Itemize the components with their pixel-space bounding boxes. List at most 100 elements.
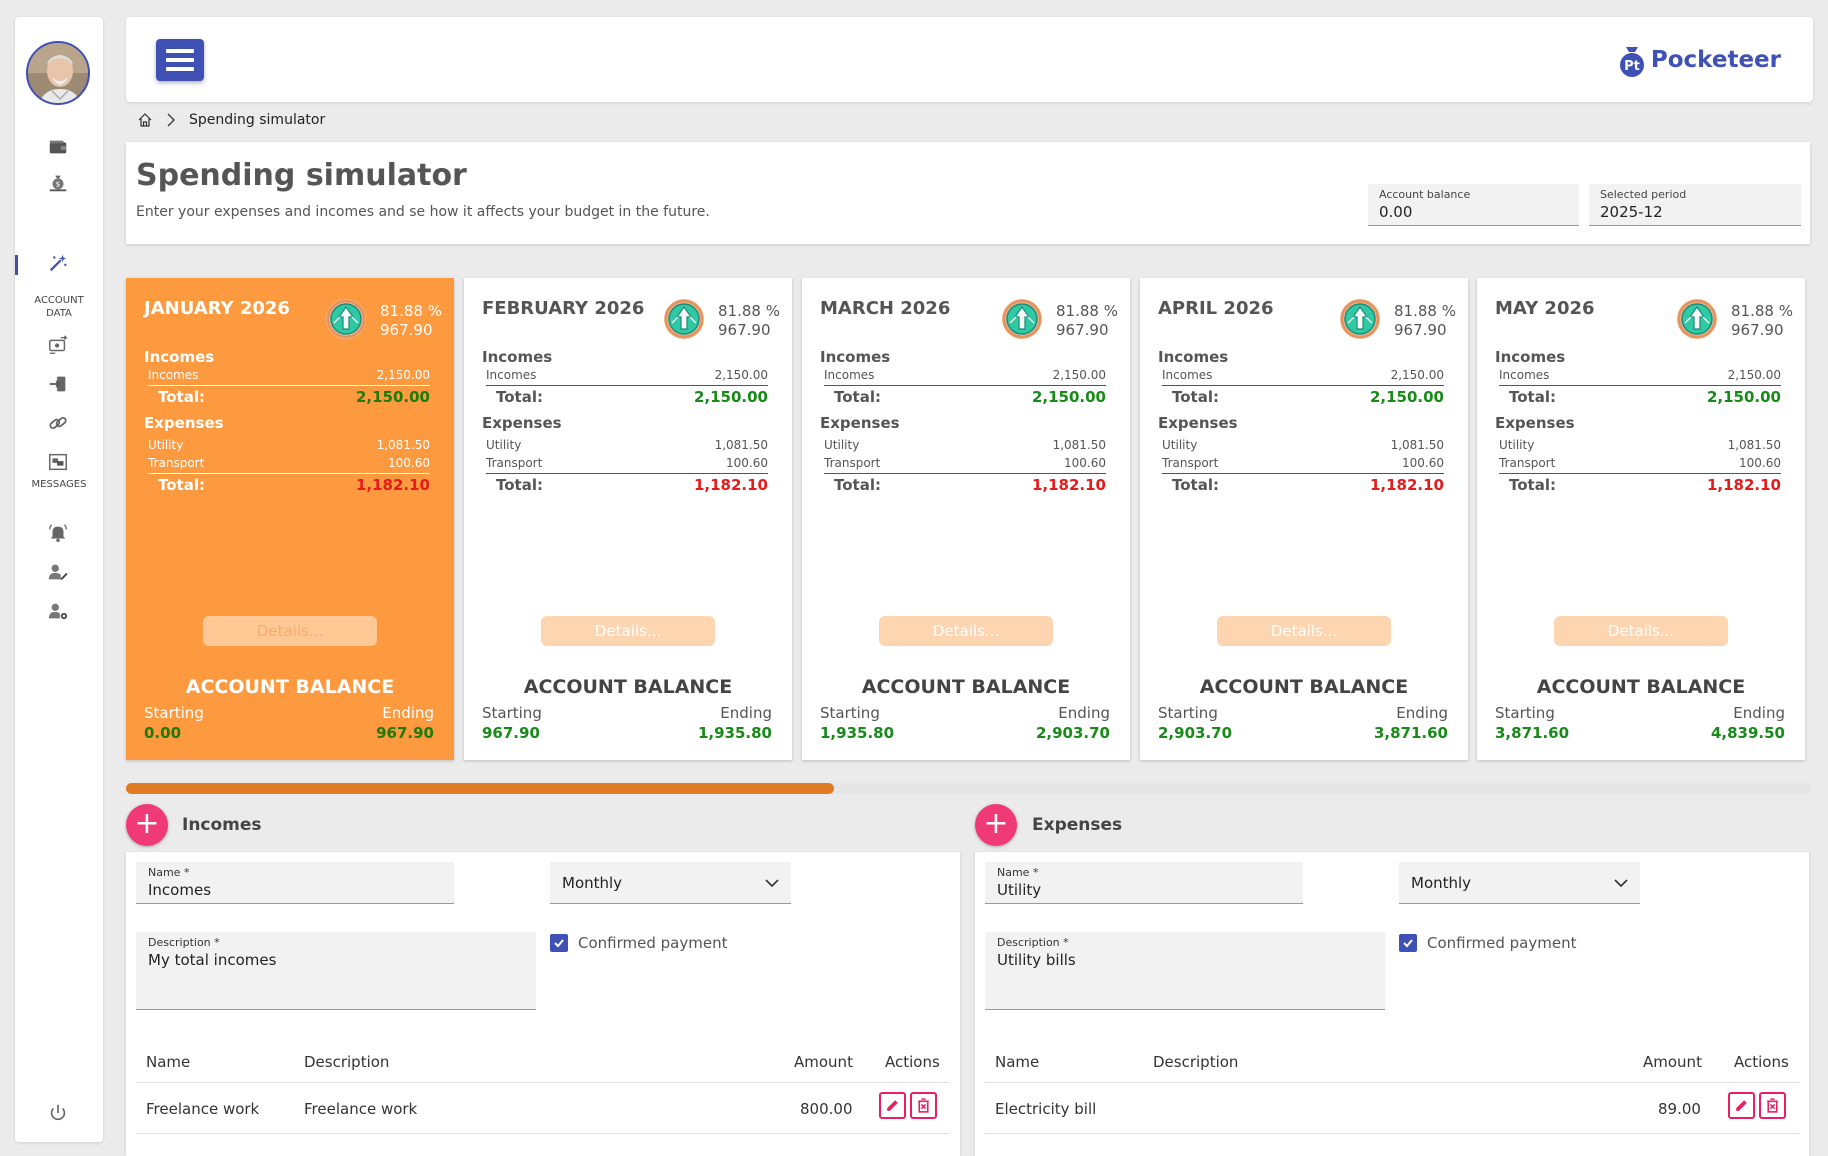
cards-scrollbar[interactable] (126, 783, 1812, 794)
income-description-field[interactable]: Description * My total incomes (136, 932, 536, 1010)
divider (1499, 473, 1781, 474)
wallet-icon[interactable] (44, 133, 72, 161)
income-row-description: Freelance work (304, 1100, 418, 1118)
delete-button[interactable] (1759, 1092, 1786, 1119)
income-name: Incomes (1499, 368, 1550, 382)
brand-logo[interactable]: Pt Pocketeer (1617, 43, 1781, 77)
col-name[interactable]: Name (995, 1053, 1040, 1071)
account-data-label: ACCOUNT DATA (34, 295, 84, 319)
details-button[interactable]: Details... (203, 616, 377, 646)
income-total: 2,150.00 (693, 388, 768, 406)
bell-icon[interactable] (44, 519, 72, 547)
money-bag-icon[interactable]: $ (44, 169, 72, 197)
avatar[interactable] (26, 41, 90, 105)
income-confirmed-checkbox[interactable]: Confirmed payment (550, 934, 727, 952)
col-amount[interactable]: Amount (794, 1053, 853, 1071)
divider (486, 473, 768, 474)
budget-gauge-icon (1340, 299, 1380, 339)
ending-value: 4,839.50 (1710, 724, 1785, 742)
account-balance-label: Account balance (1379, 188, 1471, 201)
income-value: 2,150.00 (1727, 368, 1781, 382)
user-edit-icon[interactable] (44, 558, 72, 586)
expense-confirmed-checkbox[interactable]: Confirmed payment (1399, 934, 1576, 952)
col-actions: Actions (885, 1053, 940, 1071)
ending-label: Ending (720, 704, 772, 722)
magic-wand-icon[interactable] (44, 249, 72, 277)
link-icon[interactable] (44, 409, 72, 437)
import-icon[interactable] (44, 370, 72, 398)
expenses-heading: Expenses (482, 414, 562, 432)
scroll-thumb[interactable] (126, 783, 835, 794)
divider (985, 1133, 1799, 1134)
checkbox-label: Confirmed payment (578, 934, 728, 952)
expense-value: 1,081.50 (1052, 438, 1106, 452)
transfer-icon[interactable] (44, 331, 72, 359)
delete-button[interactable] (910, 1092, 937, 1119)
details-button[interactable]: Details... (879, 616, 1053, 646)
selected-period-field[interactable]: Selected period 2025-12 (1589, 184, 1801, 226)
details-button[interactable]: Details... (1554, 616, 1728, 646)
col-actions: Actions (1734, 1053, 1789, 1071)
starting-value: 3,871.60 (1495, 724, 1570, 742)
edit-button[interactable] (1728, 1092, 1755, 1119)
pocketeer-logo-icon: Pt (1619, 47, 1644, 77)
hamburger-line (166, 67, 194, 71)
month-card-3: MARCH 2026 81.88 % 967.90 Incomes Income… (802, 278, 1130, 760)
starting-label: Starting (1495, 704, 1555, 722)
ending-value: 1,935.80 (697, 724, 772, 742)
expense-row: Transport 100.60 (1162, 456, 1444, 470)
trash-icon (1767, 1098, 1778, 1113)
budget-amount: 967.90 (380, 321, 433, 339)
select-value: Monthly (562, 873, 623, 892)
power-icon[interactable] (44, 1099, 72, 1127)
income-row: Incomes 2,150.00 (824, 368, 1106, 382)
expense-description-field[interactable]: Description * Utility bills (985, 932, 1385, 1010)
col-amount[interactable]: Amount (1643, 1053, 1702, 1071)
expenses-heading: Expenses (1158, 414, 1238, 432)
field-value: Utility (997, 881, 1042, 899)
ending-label: Ending (1733, 704, 1785, 722)
income-frequency-select[interactable]: Monthly (550, 862, 791, 904)
month-card-5: MAY 2026 81.88 % 967.90 Incomes Incomes 2… (1477, 278, 1805, 760)
divider (824, 473, 1106, 474)
income-value: 2,150.00 (1052, 368, 1106, 382)
starting-value: 1,935.80 (820, 724, 895, 742)
add-income-button[interactable]: + (126, 804, 168, 846)
user-settings-icon[interactable] (44, 597, 72, 625)
menu-button[interactable] (156, 39, 204, 81)
divider (1499, 385, 1781, 386)
incomes-heading: Incomes (1495, 348, 1566, 366)
home-icon[interactable] (137, 112, 153, 128)
month-title: FEBRUARY 2026 (482, 298, 645, 319)
incomes-section-title: Incomes (182, 815, 262, 835)
expense-row-amount: 89.00 (1658, 1100, 1701, 1118)
expense-total-row: Total: 1,182.10 (496, 476, 768, 494)
messages-label: MESSAGES (31, 479, 87, 490)
expense-frequency-select[interactable]: Monthly (1399, 862, 1640, 904)
col-description[interactable]: Description (1153, 1053, 1239, 1071)
income-total: 2,150.00 (1031, 388, 1106, 406)
income-name-field[interactable]: Name * Incomes (136, 862, 454, 904)
details-button[interactable]: Details... (541, 616, 715, 646)
account-balance-field[interactable]: Account balance 0.00 (1368, 184, 1579, 226)
expense-name: Transport (148, 456, 205, 470)
budget-percentage: 81.88 % (1056, 302, 1118, 320)
checkbox-label: Confirmed payment (1427, 934, 1577, 952)
expense-row: Transport 100.60 (486, 456, 768, 470)
starting-value: 0.00 (144, 724, 182, 742)
gallery-icon[interactable] (44, 448, 72, 476)
expense-name: Utility (824, 438, 860, 452)
add-expense-button[interactable]: + (975, 804, 1017, 846)
col-description[interactable]: Description (304, 1053, 390, 1071)
edit-button[interactable] (879, 1092, 906, 1119)
expense-total-row: Total: 1,182.10 (1509, 476, 1781, 494)
income-row: Incomes 2,150.00 (148, 368, 430, 382)
incomes-heading: Incomes (820, 348, 891, 366)
hamburger-line (166, 49, 194, 53)
col-name[interactable]: Name (146, 1053, 191, 1071)
expense-name-field[interactable]: Name * Utility (985, 862, 1303, 904)
budget-percentage: 81.88 % (718, 302, 780, 320)
expense-row: Utility 1,081.50 (824, 438, 1106, 452)
breadcrumb-current: Spending simulator (189, 112, 326, 128)
details-button[interactable]: Details... (1217, 616, 1391, 646)
